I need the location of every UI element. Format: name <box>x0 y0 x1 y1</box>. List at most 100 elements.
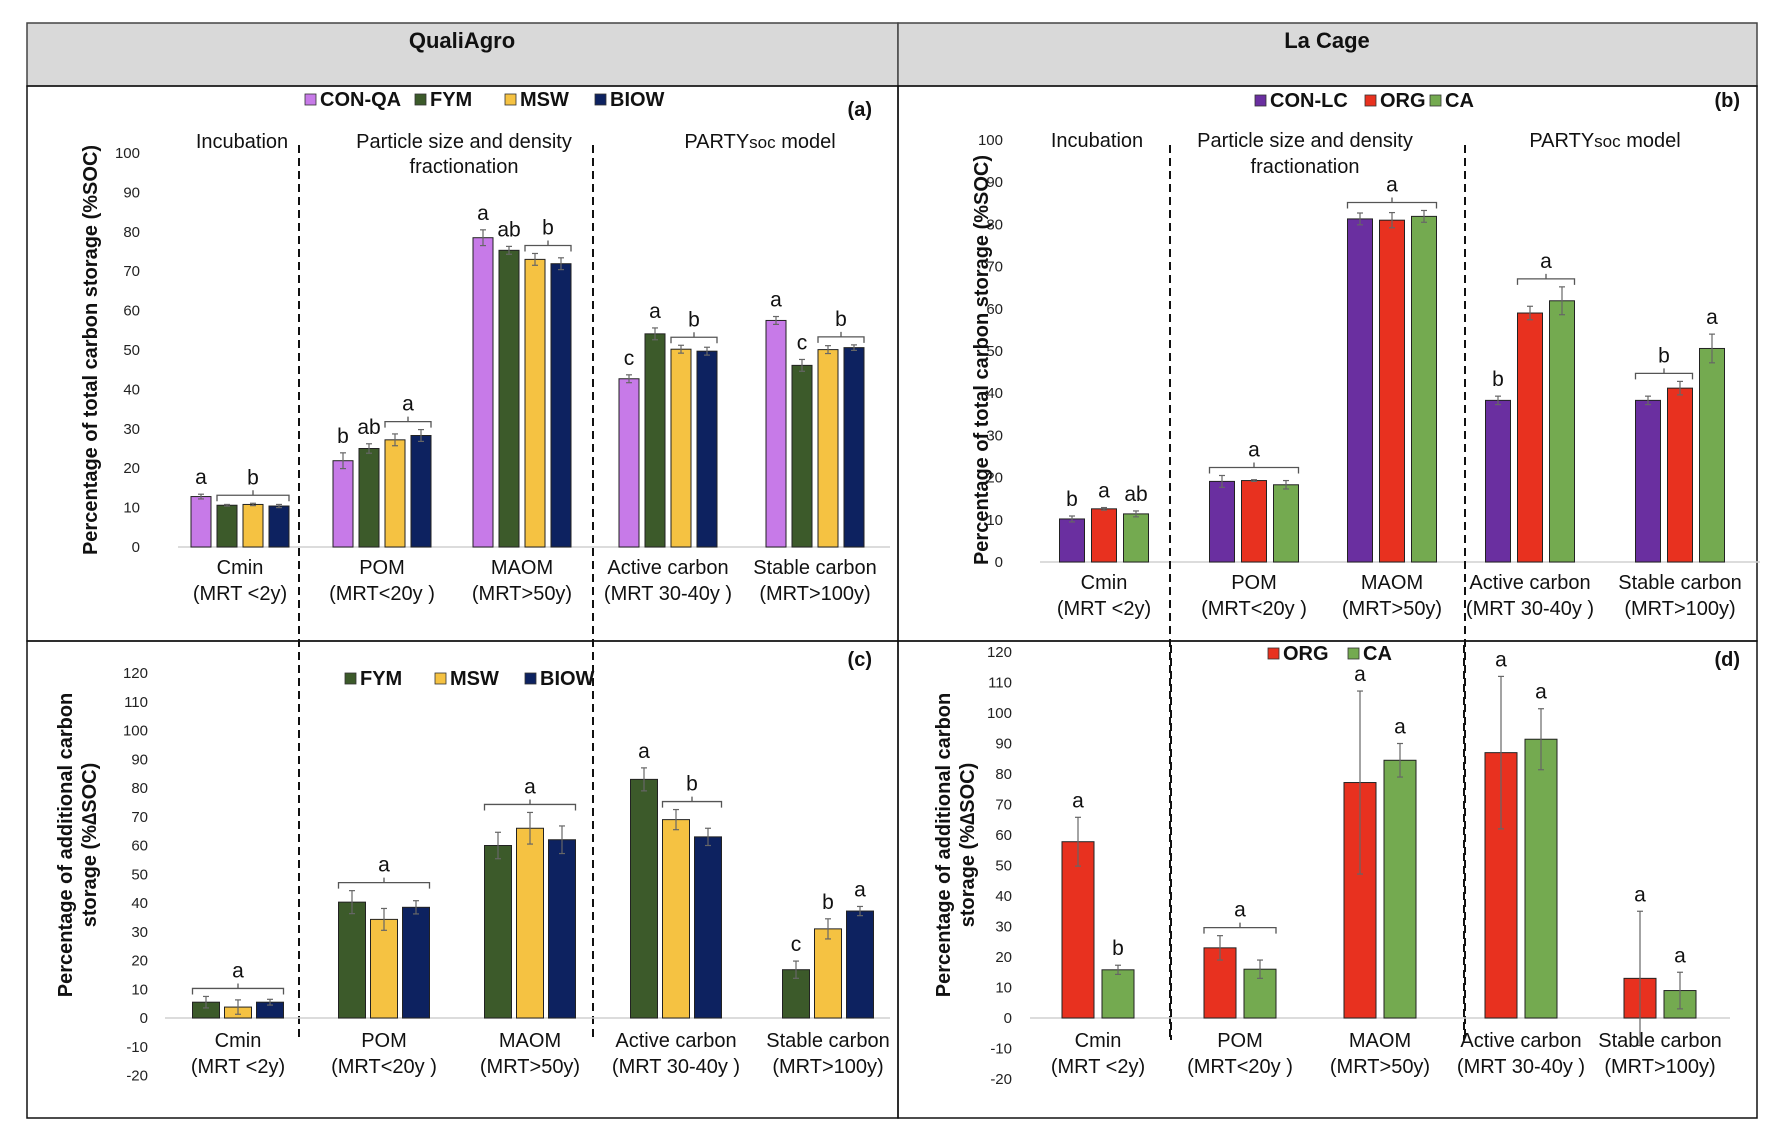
significance-bracket <box>1346 197 1438 209</box>
bar-fym <box>484 845 512 1019</box>
category-mrt-label: (MRT>50y) <box>1330 1056 1430 1078</box>
y-tick-label: 110 <box>124 694 148 711</box>
significance-letter: b <box>1492 368 1504 391</box>
significance-bracket <box>661 796 723 808</box>
significance-letter: a <box>1354 663 1366 686</box>
significance-letter: ab <box>357 416 380 439</box>
significance-bracket <box>191 983 285 995</box>
bar-con-lc <box>1347 218 1373 563</box>
significance-letter: a <box>1535 681 1547 704</box>
bar-con-lc <box>1485 399 1511 563</box>
y-tick-label: 50 <box>131 866 148 883</box>
y-axis-label-line1: Percentage of additional carbon <box>55 693 77 998</box>
category-mrt-label: (MRT<20y ) <box>1187 1056 1293 1078</box>
header-band-lacage <box>897 22 1758 87</box>
y-tick-label: 90 <box>986 174 1003 191</box>
y-tick-label: 30 <box>123 421 140 438</box>
y-tick-label: 10 <box>986 512 1003 529</box>
category-mrt-label: (MRT>100y) <box>1624 598 1735 620</box>
bar-biow <box>548 839 576 1019</box>
category-mrt-label: (MRT>100y) <box>759 583 870 605</box>
significance-bracket <box>1208 462 1300 474</box>
significance-letter: b <box>247 466 259 489</box>
category-label: Stable carbon <box>753 557 876 579</box>
legend-label-ca: CA <box>1363 643 1392 665</box>
panel-d: -20 -10 0 10 20 30 40 50 60 70 80 90 100 110 120 Percen… <box>933 643 1740 1088</box>
category-label: Cmin <box>1075 1030 1122 1052</box>
y-tick-label: 20 <box>986 470 1003 487</box>
section-label-fractionation: Particle size and density <box>356 131 572 153</box>
bar-con-qa <box>765 319 787 548</box>
category-label: POM <box>1217 1030 1263 1052</box>
bar-msw <box>384 439 406 548</box>
bar-biow <box>410 434 432 548</box>
bar-fym <box>644 333 666 548</box>
legend-swatch-org <box>1364 94 1377 107</box>
header-lacage: La Cage <box>1284 28 1370 53</box>
significance-letter: b <box>542 216 554 239</box>
category-mrt-label: (MRT<20y ) <box>1201 598 1307 620</box>
bar-con-qa <box>618 378 640 548</box>
bar-org <box>1379 219 1405 563</box>
bar-biow <box>846 910 874 1019</box>
header-band-qualiagro <box>26 22 899 87</box>
significance-bracket <box>337 877 431 889</box>
bar-fym <box>630 778 658 1019</box>
category-label: POM <box>361 1030 407 1052</box>
legend-swatch-con-lc <box>1254 94 1267 107</box>
y-tick-label: 70 <box>986 259 1003 276</box>
category-label: Cmin <box>215 1030 262 1052</box>
significance-letter: a <box>1706 306 1718 329</box>
bar-msw <box>524 258 546 548</box>
section-label-fractionation-2: fractionation <box>410 156 519 178</box>
bar-con-lc <box>1209 480 1235 563</box>
bar-org <box>1667 387 1693 563</box>
significance-bracket <box>1516 273 1576 285</box>
bar-biow <box>402 906 430 1019</box>
bar-con-qa <box>190 496 212 548</box>
y-tick-label: 100 <box>115 145 140 162</box>
panel-a: 0 10 20 30 40 50 60 70 80 90 100 Percentage of tota… <box>80 89 890 605</box>
significance-letter: a <box>1098 480 1110 503</box>
category-mrt-label: (MRT>50y) <box>472 583 572 605</box>
category-label: POM <box>1231 572 1277 594</box>
legend-label-org: ORG <box>1283 643 1329 665</box>
bar-biow <box>550 263 572 548</box>
significance-letter: b <box>688 308 700 331</box>
y-tick-label: 50 <box>986 343 1003 360</box>
bar-con-lc <box>1635 399 1661 563</box>
y-tick-label: 40 <box>995 888 1012 905</box>
significance-letter: a <box>477 202 489 225</box>
bar-ca <box>1273 484 1299 563</box>
y-tick-label: -20 <box>990 1071 1012 1088</box>
significance-letter: c <box>791 933 802 956</box>
bar-biow <box>696 350 718 548</box>
bar-ca <box>1411 215 1437 563</box>
y-tick-label: 60 <box>986 301 1003 318</box>
bar-fym <box>216 504 238 548</box>
legend-swatch-con-qa <box>304 93 317 106</box>
significance-letter: ab <box>1124 483 1147 506</box>
bar-biow <box>843 347 865 548</box>
significance-letter: b <box>1112 937 1124 960</box>
category-label: Active carbon <box>1460 1030 1581 1052</box>
bar-msw <box>662 819 690 1019</box>
legend-label-con-lc: CON-LC <box>1270 90 1348 112</box>
category-mrt-label: (MRT>50y) <box>480 1056 580 1078</box>
section-label-fractionation-2: fractionation <box>1251 156 1360 178</box>
category-label: Active carbon <box>607 557 728 579</box>
panel-label: (d) <box>1714 649 1740 671</box>
bar-org <box>1061 841 1095 1019</box>
legend-label-org: ORG <box>1380 90 1426 112</box>
legend-label-biow: BIOW <box>610 89 665 111</box>
legend-label-fym: FYM <box>360 668 402 690</box>
y-tick-label: 80 <box>986 216 1003 233</box>
significance-letter: a <box>649 300 661 323</box>
category-mrt-label: (MRT<20y ) <box>331 1056 437 1078</box>
bar-ca <box>1101 969 1135 1019</box>
y-tick-label: 20 <box>131 953 148 970</box>
significance-letter: b <box>1066 488 1078 511</box>
section-label-partysoc: PARTYsoc model <box>684 131 835 153</box>
category-mrt-label: (MRT <2y) <box>1057 598 1151 620</box>
y-axis-label-line2: storage (%∆SOC) <box>79 763 101 927</box>
